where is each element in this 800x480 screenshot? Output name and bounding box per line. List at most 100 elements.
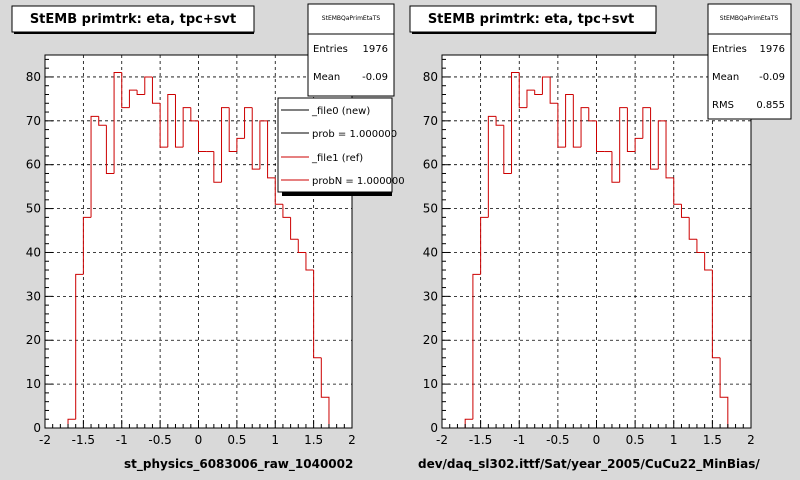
histogram-bin [82,216,92,275]
histogram-bin [198,120,207,153]
stats-entries-label: Entries [313,44,348,55]
y-axis: 0 10 20 30 40 50 60 70 80 [423,58,450,435]
histogram-bin [236,137,245,152]
histogram-bin [572,94,582,148]
stats-name: StEMBQaPrimEtaTS [720,15,779,22]
stats-name: StEMBQaPrimEtaTS [322,15,381,22]
histogram-bin [251,107,260,170]
x-tick-label: -1.5 [72,433,95,447]
y-tick-label: 40 [26,245,41,259]
histogram-bin [596,120,605,153]
y-tick-label: 20 [26,333,41,347]
histogram-bin [696,239,705,253]
histogram-bin [472,273,481,420]
histogram-bin [657,120,667,170]
histogram-bin [634,137,643,152]
histogram-bin [650,107,659,170]
y-axis: 0 10 20 30 40 50 60 70 80 [26,58,53,435]
stats-rms-value: 0.855 [756,100,785,111]
x-tick-label: -0.5 [546,433,569,447]
histogram-bin [105,125,115,174]
histogram-bin [719,357,729,428]
histogram-bin [267,120,276,179]
histogram-bin [541,76,551,95]
stats-mean-value: -0.09 [759,72,785,83]
histogram-bin [90,115,99,218]
histogram-bin [151,76,161,104]
legend-entry-new: _file0 (new) [311,106,370,117]
histogram-bin [580,107,589,148]
histogram-bin [297,239,306,253]
stats-entries-value: 1976 [760,44,785,55]
histogram-bin [305,252,314,271]
x-tick-label: -1 [513,433,525,447]
histogram-bin [680,204,690,218]
y-tick-label: 10 [26,377,41,391]
x-tick-label: 0.5 [626,433,645,447]
histogram-series [67,72,330,428]
legend-box: _file0 (new) prob = 1.000000 _file1 (ref… [277,97,405,196]
histogram-bin [75,273,84,420]
title-box: StEMB primtrk: eta, tpc+svt [409,5,657,34]
y-tick-label: 80 [423,70,438,84]
legend-entry-ref: _file1 (ref) [311,153,363,164]
x-tick-label: 0.5 [227,433,246,447]
histogram-bin [526,89,535,108]
y-tick-label: 70 [423,114,438,128]
y-tick-label: 60 [26,158,41,172]
histogram-panel-left: -2 -1.5 -1 -0.5 0 0.5 1 1.5 2 01020304050607080 … [11,3,405,447]
histogram-bin [487,115,497,218]
histogram-bin [549,76,558,104]
x-tick-label: 0 [195,433,203,447]
histogram-bin [688,217,697,240]
histogram-bin [274,177,283,205]
x-axis-title-right: dev/daq_sl302.ittf/Sat/year_2005/CuCu22_… [418,457,760,471]
histogram-bin [159,103,168,148]
x-axis: -2 -1.5 -1 -0.5 0 0.5 1 1.5 2 [436,420,755,447]
histogram-bin [495,116,504,126]
histogram-bin [704,252,713,271]
x-tick-label: -2 [436,433,448,447]
histogram-bin [565,93,574,148]
histogram-bin [113,72,122,174]
y-tick-label: 60 [423,158,438,172]
x-axis-title-left: st_physics_6083006_raw_1040002 [124,457,354,471]
x-tick-label: 1 [271,433,279,447]
x-tick-label: -0.5 [148,433,171,447]
stats-box: StEMBQaPrimEtaTS Entries 1976 Mean -0.09… [707,3,792,120]
chart-title: StEMB primtrk: eta, tpc+svt [428,12,634,27]
histogram-bin [626,107,636,153]
histogram-bin [588,107,597,122]
histogram-bin [167,93,176,148]
histogram-bin [282,204,291,218]
chart-title: StEMB primtrk: eta, tpc+svt [30,12,236,27]
y-tick-label: 0 [430,421,438,435]
histogram-bin [136,90,145,95]
stats-box: StEMBQaPrimEtaTS Entries 1976 Mean -0.09 [307,3,395,97]
legend-entry-prob: prob = 1.000000 [312,129,397,140]
histogram-bin [98,116,107,126]
legend-entry-probn: probN = 1.000000 [312,176,405,187]
histogram-bin [190,107,199,122]
y-tick-label: 50 [423,202,438,216]
histogram-bin [128,89,138,108]
histogram-bin [518,72,527,109]
y-tick-label: 20 [423,333,438,347]
histogram-bin [174,94,184,148]
stats-rms-label: RMS [712,100,734,111]
histogram-bin [121,72,130,109]
stats-entries-value: 1976 [363,44,388,55]
y-tick-label: 50 [26,202,41,216]
x-axis: -2 -1.5 -1 -0.5 0 0.5 1 1.5 2 [39,420,356,447]
histogram-bin [619,107,628,183]
x-tick-label: 1.5 [304,433,323,447]
x-tick-label: 0 [593,433,601,447]
stats-mean-label: Mean [712,72,739,83]
histogram-bin [213,151,222,183]
x-tick-label: 1.5 [703,433,722,447]
histogram-bin [711,270,721,359]
y-tick-label: 70 [26,114,41,128]
histogram-bin [534,90,543,95]
stats-mean-value: -0.09 [362,72,388,83]
